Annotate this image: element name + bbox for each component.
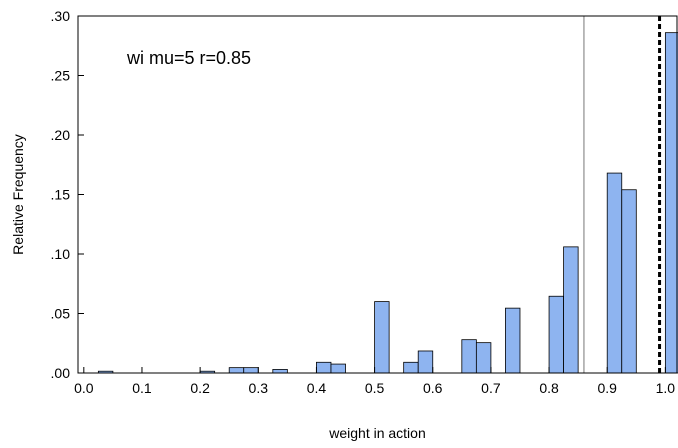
histogram-bar-5 <box>316 361 332 374</box>
y-tick-label: .05 <box>51 306 71 322</box>
x-tick-label: 0.1 <box>132 380 152 396</box>
y-tick-label: .00 <box>51 365 71 381</box>
x-axis: 0.0 0.1 0.2 0.3 0.4 0.5 0.6 0.7 0.8 0.9 1.0 <box>74 367 675 396</box>
histogram-bar-10 <box>461 339 477 374</box>
histogram-bar-2 <box>228 367 245 374</box>
histogram-bar-17 <box>664 32 678 374</box>
x-tick-label: 0.5 <box>365 380 385 396</box>
histogram-bar-14 <box>563 246 579 374</box>
y-tick-label: .20 <box>51 127 71 143</box>
histogram-bar-15 <box>606 172 623 374</box>
histogram-bar-9 <box>417 350 434 374</box>
reference-lines <box>583 16 662 373</box>
x-tick-label: 0.4 <box>307 380 327 396</box>
x-tick-label: 0.2 <box>190 380 210 396</box>
y-axis: .00 .05 .10 .15 .20 .25 .30 <box>51 8 84 381</box>
x-tick-label: 0.7 <box>481 380 501 396</box>
histogram-bar-4 <box>272 369 288 374</box>
histogram-bar-11 <box>475 342 492 374</box>
histogram-bar-16 <box>621 189 637 374</box>
x-tick-label: 0.3 <box>249 380 269 396</box>
histogram-bars <box>97 32 678 374</box>
x-tick-label: 0.8 <box>539 380 559 396</box>
y-tick-label: .30 <box>51 8 71 24</box>
x-tick-label: 1.0 <box>656 380 676 396</box>
chart-annotation: wi mu=5 r=0.85 <box>126 48 251 68</box>
histogram-bar-13 <box>548 295 564 374</box>
histogram-bar-6 <box>330 363 346 374</box>
x-tick-label: 0.6 <box>423 380 443 396</box>
histogram-bar-12 <box>505 307 521 374</box>
x-axis-label: weight in action <box>328 425 426 441</box>
histogram-bar-3 <box>243 367 259 374</box>
y-axis-label: Relative Frequency <box>10 134 26 255</box>
y-tick-label: .25 <box>51 68 71 84</box>
histogram-bar-8 <box>403 361 419 374</box>
y-tick-label: .10 <box>51 246 71 262</box>
x-tick-label: 0.9 <box>597 380 617 396</box>
histogram-bar-7 <box>374 301 390 374</box>
x-tick-label: 0.0 <box>74 380 94 396</box>
y-tick-label: .15 <box>51 187 71 203</box>
